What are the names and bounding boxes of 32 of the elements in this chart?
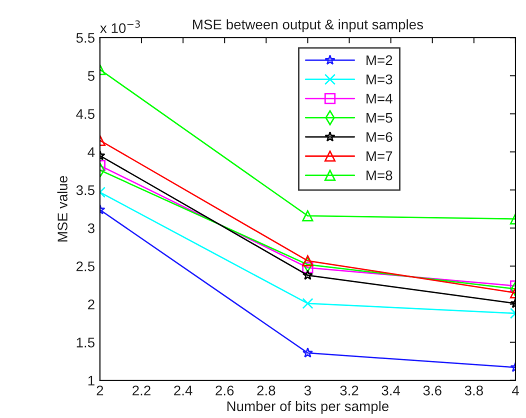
y-axis-title: MSE value bbox=[57, 176, 68, 242]
legend-label: M=3 bbox=[366, 74, 392, 84]
legend-label: M=2 bbox=[366, 55, 392, 65]
x-tick-label: 2 bbox=[96, 386, 104, 396]
x-tick-label: 3.2 bbox=[340, 386, 358, 396]
y-tick-label: 5 bbox=[88, 71, 94, 81]
y-tick-label: 2 bbox=[88, 300, 94, 310]
legend-label: M=4 bbox=[366, 94, 392, 104]
x-tick-label: 2.6 bbox=[216, 386, 234, 396]
y-tick-label: 4.5 bbox=[76, 109, 94, 119]
legend-label: M=7 bbox=[366, 151, 392, 161]
y-tick-label: 3 bbox=[88, 223, 94, 234]
y-tick-label: 5.5 bbox=[76, 33, 94, 43]
y-tick-label: 4 bbox=[88, 147, 95, 157]
y-tick-label: 3.5 bbox=[76, 185, 94, 196]
y-tick-label: 2.5 bbox=[76, 261, 94, 272]
x-tick-label: 3.4 bbox=[382, 386, 400, 396]
legend-label: M=6 bbox=[366, 132, 392, 142]
text: x 10$^{−3}$ bbox=[100, 20, 140, 34]
x-tick-label: 3.8 bbox=[464, 386, 483, 396]
legend-label: M=5 bbox=[366, 113, 392, 123]
x-axis-title: Number of bits per sample bbox=[227, 400, 389, 414]
legend-label: M=8 bbox=[366, 170, 392, 180]
chart-title: MSE between output & input samples bbox=[193, 19, 424, 32]
x-tick-label: 2.4 bbox=[174, 386, 192, 396]
x-tick-label: 3 bbox=[304, 386, 311, 396]
x-tick-label: 2.8 bbox=[257, 386, 276, 396]
x-tick-label: 3.6 bbox=[423, 386, 442, 396]
y-tick-label: 1 bbox=[88, 376, 94, 386]
x-tick-label: 4 bbox=[512, 386, 519, 396]
x-tick-label: 2.2 bbox=[132, 386, 150, 396]
y-tick-label: 1.5 bbox=[76, 338, 94, 348]
